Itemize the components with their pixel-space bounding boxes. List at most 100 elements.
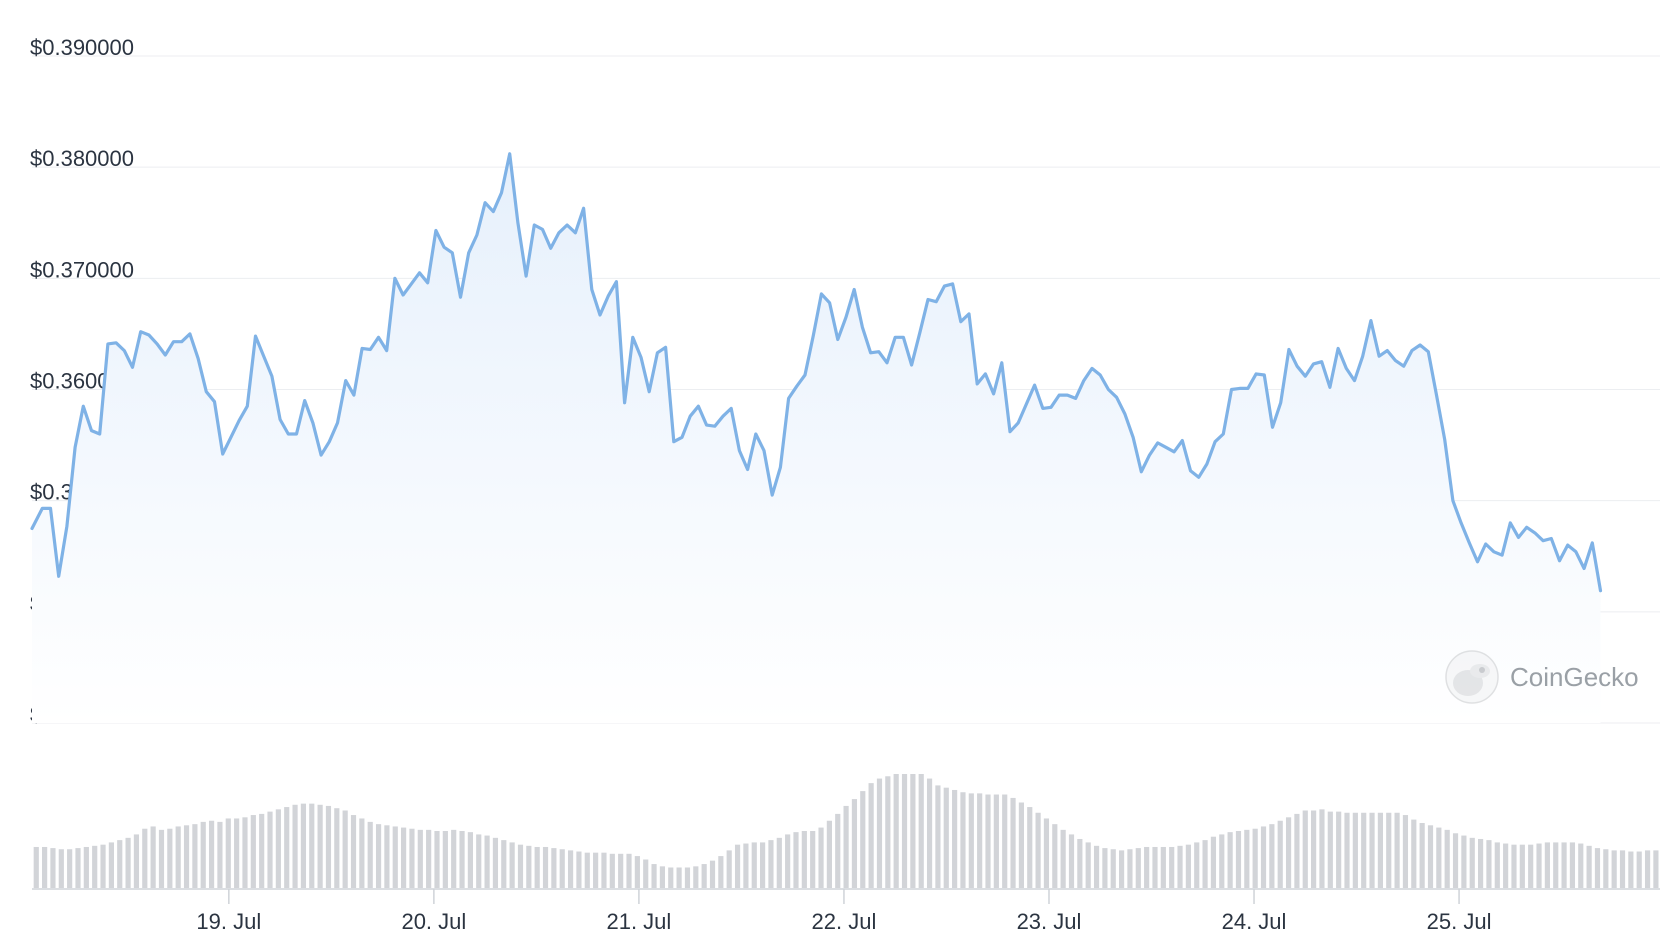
volume-bar: [901, 774, 908, 888]
volume-bar: [1169, 846, 1175, 888]
volume-bar: [1277, 820, 1283, 888]
volume-bar: [83, 846, 89, 888]
volume-bar: [334, 808, 340, 888]
volume-bar: [242, 817, 248, 888]
volume-bar: [183, 825, 190, 888]
volume-bar: [567, 850, 574, 888]
volume-bar: [609, 853, 615, 888]
volume-bar: [985, 794, 991, 888]
volume-bar: [426, 829, 432, 888]
volume-bar: [935, 785, 941, 888]
volume-bar: [108, 842, 114, 888]
volume-bar: [1528, 844, 1534, 888]
volume-bar: [1411, 819, 1417, 888]
volume-bar: [542, 846, 549, 888]
volume-bar: [760, 842, 766, 888]
volume-bar: [350, 815, 357, 888]
volume-bar: [1177, 845, 1183, 888]
volume-bar: [442, 831, 448, 888]
coingecko-watermark: CoinGecko: [1445, 650, 1639, 704]
volume-bar: [1102, 848, 1108, 888]
volume-bar: [1060, 829, 1066, 888]
volume-bar: [559, 849, 565, 888]
volume-bar: [718, 856, 724, 888]
volume-bar: [1419, 823, 1425, 888]
volume-bar: [142, 828, 148, 888]
volume-bar: [75, 848, 81, 888]
volume-bar: [1544, 842, 1550, 888]
volume-bar: [1085, 842, 1091, 888]
volume-bar: [876, 778, 883, 888]
volume-bar: [1219, 834, 1225, 888]
volume-bar: [885, 776, 891, 888]
volume-bar: [1377, 812, 1383, 888]
volume-bar: [158, 829, 165, 888]
volume-bar: [1444, 829, 1450, 888]
volume-bar: [267, 811, 273, 888]
volume-bar: [208, 820, 215, 888]
volume-bar: [1135, 848, 1141, 888]
volume-bar: [409, 828, 415, 888]
volume-bar: [1628, 851, 1634, 888]
volume-bar: [726, 850, 732, 888]
volume-bar: [1152, 846, 1158, 888]
x-tick-label: 19. Jul: [196, 909, 261, 934]
volume-bar: [284, 807, 290, 888]
volume-bar: [851, 799, 858, 888]
volume-bar: [818, 827, 824, 888]
volume-bar: [1202, 840, 1208, 888]
volume-bar: [1294, 813, 1300, 888]
volume-bar: [1336, 811, 1342, 888]
volume-bar: [250, 815, 256, 888]
volume-bar: [593, 852, 599, 888]
volume-bar: [918, 774, 924, 888]
volume-bar: [785, 834, 791, 888]
volume-bar: [517, 844, 524, 888]
volume-bar: [993, 794, 999, 888]
volume-bar: [217, 821, 223, 888]
volume-bar: [751, 842, 757, 888]
volume-bar: [325, 805, 332, 888]
volume-bar: [926, 778, 933, 888]
volume-bar: [1361, 812, 1367, 888]
volume-bar: [259, 813, 265, 888]
watermark-text: CoinGecko: [1510, 662, 1639, 692]
volume-bar: [175, 826, 181, 888]
volume-bar: [401, 827, 407, 888]
volume-bar: [1344, 812, 1350, 888]
volume-bar: [1119, 850, 1125, 888]
volume-bar: [801, 831, 807, 888]
y-tick-label: $0.370000: [30, 257, 134, 282]
volume-bar: [1352, 812, 1358, 888]
volume-bar: [1469, 837, 1475, 888]
volume-bar: [793, 832, 799, 888]
volume-bar: [1093, 845, 1100, 888]
x-tick-label: 23. Jul: [1017, 909, 1082, 934]
volume-bar: [1327, 811, 1333, 888]
x-axis: 19. Jul 20. Jul 21. Jul 22. Jul 23. Jul 24. J…: [196, 889, 1491, 934]
volume-bar: [125, 837, 131, 888]
volume-bar: [1068, 834, 1075, 888]
volume-bar: [1369, 812, 1375, 888]
volume-bar: [952, 789, 958, 888]
volume-bar: [1511, 844, 1517, 888]
volume-bar: [1185, 844, 1191, 888]
volume-bar: [1035, 812, 1041, 888]
volume-bar: [526, 845, 532, 888]
volume-bar: [968, 793, 974, 888]
volume-bar: [1002, 794, 1008, 888]
volume-bar: [810, 831, 816, 888]
volume-bar: [1386, 812, 1392, 888]
volume-bar: [1436, 827, 1442, 888]
volume-bar: [835, 813, 841, 888]
volume-bar: [117, 840, 123, 888]
volume-bar: [476, 834, 482, 888]
volume-bar: [910, 774, 916, 888]
coingecko-logo-icon: [1445, 650, 1499, 704]
volume-bar: [1394, 812, 1400, 888]
volume-bar: [359, 818, 365, 888]
volume-bar: [1018, 802, 1024, 888]
volume-bar: [1127, 849, 1133, 888]
volume-bar: [33, 846, 39, 888]
x-tick-label: 20. Jul: [401, 909, 466, 934]
